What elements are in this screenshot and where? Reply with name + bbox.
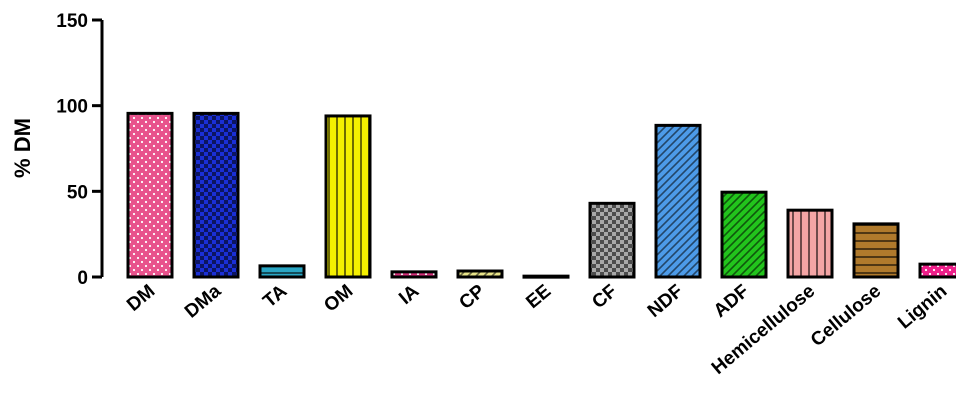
y-ticks: 0 50 100 150 <box>56 11 102 289</box>
x-label-ia: IA <box>395 281 423 309</box>
x-label-cellulose: Cellulose <box>807 281 885 351</box>
x-label-cp: CP <box>455 281 489 314</box>
x-label-dma: DMa <box>181 280 226 322</box>
y-axis-title: % DM <box>10 118 35 178</box>
bar-cellulose <box>852 222 900 279</box>
y-tick-label: 0 <box>77 268 88 289</box>
bar-hemicellulose <box>786 208 834 279</box>
x-label-cf: CF <box>588 281 621 313</box>
bar-cf <box>588 201 636 279</box>
x-label-ee: EE <box>522 281 555 313</box>
x-axis-labels: DM DMa TA OM IA CP EE CF NDF ADFHemicelluloseCell… <box>123 280 951 378</box>
bar-adf <box>720 190 768 279</box>
x-label-ta: TA <box>259 281 291 313</box>
y-tick-label: 100 <box>56 97 88 118</box>
y-tick-label: 150 <box>56 11 88 32</box>
y-tick-label: 50 <box>67 182 88 203</box>
x-label-dm: DM <box>123 281 159 316</box>
bar-cp <box>456 269 504 279</box>
x-label-lignin: Lignin <box>894 281 951 334</box>
bar-om <box>324 114 372 279</box>
bar-dma <box>192 111 240 279</box>
x-label-ndf: NDF <box>644 281 687 322</box>
bar-ia <box>390 270 438 279</box>
bar-ta <box>258 264 306 279</box>
bars <box>126 111 956 279</box>
bar-dm <box>126 111 174 279</box>
bar-ndf <box>654 123 702 279</box>
x-label-om: OM <box>320 281 357 317</box>
bar-ee <box>522 274 570 279</box>
x-label-adf: ADF <box>710 281 753 322</box>
bar-lignin <box>918 262 956 279</box>
